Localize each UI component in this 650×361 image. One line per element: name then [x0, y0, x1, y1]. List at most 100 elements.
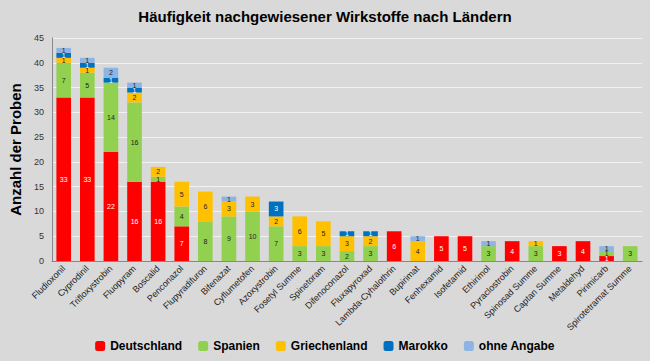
svg-text:4: 4	[510, 248, 514, 255]
svg-text:Deutschland: Deutschland	[110, 339, 182, 353]
svg-text:40: 40	[34, 58, 44, 68]
svg-text:3: 3	[227, 205, 231, 212]
svg-text:5: 5	[180, 191, 184, 198]
svg-text:1: 1	[534, 240, 538, 247]
svg-text:8: 8	[203, 238, 207, 245]
svg-text:Pyraclostrobin: Pyraclostrobin	[468, 263, 516, 311]
svg-text:Häufigkeit nachgewiesener Wirk: Häufigkeit nachgewiesener Wirkstoffe nac…	[138, 8, 511, 25]
svg-text:4: 4	[581, 248, 585, 255]
svg-text:Pirimicarb: Pirimicarb	[574, 263, 611, 299]
svg-text:Difenoconazol: Difenoconazol	[303, 263, 351, 311]
svg-text:22: 22	[107, 203, 115, 210]
svg-text:Bifenazat: Bifenazat	[198, 263, 233, 297]
svg-text:3: 3	[369, 250, 373, 257]
svg-text:1: 1	[85, 57, 89, 64]
svg-text:Trifloxystrobin: Trifloxystrobin	[68, 263, 115, 310]
svg-text:6: 6	[392, 243, 396, 250]
svg-text:35: 35	[34, 83, 44, 93]
svg-text:3: 3	[534, 250, 538, 257]
svg-text:Fosetyl Summe: Fosetyl Summe	[252, 263, 304, 315]
svg-text:Spinosad Summe: Spinosad Summe	[482, 263, 540, 321]
svg-text:Cyflumetofen: Cyflumetofen	[211, 263, 257, 308]
svg-text:1: 1	[85, 66, 90, 74]
svg-text:Lambda-Cyhalothrin: Lambda-Cyhalothrin	[333, 263, 397, 327]
svg-text:Fluxapyroxad: Fluxapyroxad	[328, 263, 375, 309]
svg-text:20: 20	[34, 157, 44, 167]
svg-text:Ethirimol: Ethirimol	[460, 263, 493, 296]
svg-text:2: 2	[369, 238, 373, 245]
svg-text:5: 5	[439, 245, 443, 252]
svg-text:3: 3	[274, 205, 278, 212]
svg-text:Spanien: Spanien	[213, 339, 260, 353]
svg-text:1: 1	[604, 250, 609, 258]
svg-text:16: 16	[154, 218, 162, 225]
svg-text:16: 16	[131, 218, 139, 225]
svg-text:16: 16	[131, 139, 139, 146]
svg-text:45: 45	[34, 33, 44, 43]
svg-text:33: 33	[60, 176, 68, 183]
svg-text:Cyprodinil: Cyprodinil	[55, 263, 91, 299]
svg-text:3: 3	[251, 201, 255, 208]
svg-text:Metaldehyd: Metaldehyd	[546, 263, 587, 304]
svg-text:6: 6	[298, 228, 302, 235]
svg-text:Marokko: Marokko	[399, 339, 448, 353]
svg-text:3: 3	[557, 250, 561, 257]
svg-text:33: 33	[83, 176, 91, 183]
svg-text:1: 1	[605, 245, 609, 252]
svg-text:Spinetoram: Spinetoram	[287, 263, 327, 303]
svg-text:5: 5	[39, 231, 44, 241]
svg-text:1: 1	[133, 82, 137, 89]
svg-text:10: 10	[249, 233, 257, 240]
svg-text:Azoxystrobin: Azoxystrobin	[236, 263, 280, 307]
svg-text:3: 3	[345, 240, 349, 247]
svg-text:Griechenland: Griechenland	[291, 339, 368, 353]
svg-text:7: 7	[180, 240, 184, 247]
svg-text:5: 5	[85, 82, 89, 89]
svg-text:Bupirimat: Bupirimat	[387, 263, 422, 298]
svg-text:1: 1	[62, 47, 66, 54]
svg-text:6: 6	[203, 203, 207, 210]
svg-text:1: 1	[345, 230, 349, 237]
svg-text:2: 2	[345, 253, 349, 260]
svg-text:3: 3	[487, 250, 491, 257]
svg-text:5: 5	[463, 245, 467, 252]
svg-text:9: 9	[227, 235, 231, 242]
svg-text:7: 7	[274, 240, 278, 247]
svg-text:Fenhexamid: Fenhexamid	[402, 263, 445, 306]
svg-text:1: 1	[369, 230, 373, 237]
svg-text:25: 25	[34, 132, 44, 142]
svg-text:Boscalid: Boscalid	[130, 263, 162, 295]
svg-text:5: 5	[321, 230, 325, 237]
svg-text:1: 1	[416, 235, 420, 242]
svg-text:1: 1	[487, 240, 491, 247]
svg-text:2: 2	[109, 69, 113, 76]
svg-text:2: 2	[274, 218, 278, 225]
svg-text:2: 2	[156, 168, 160, 175]
svg-text:Flupyradifuron: Flupyradifuron	[161, 263, 209, 312]
svg-text:10: 10	[34, 206, 44, 216]
svg-text:15: 15	[34, 182, 44, 192]
svg-text:3: 3	[628, 250, 632, 257]
svg-text:4: 4	[180, 213, 184, 220]
svg-text:Isofetamid: Isofetamid	[432, 263, 468, 299]
svg-text:1: 1	[604, 255, 609, 262]
svg-text:Penconazol: Penconazol	[145, 263, 186, 304]
svg-text:1: 1	[156, 176, 160, 183]
svg-text:0: 0	[39, 256, 44, 266]
svg-text:2: 2	[133, 94, 137, 101]
svg-text:14: 14	[107, 114, 115, 121]
svg-text:1: 1	[227, 196, 231, 203]
svg-text:1: 1	[61, 56, 66, 64]
svg-text:Captan Summe: Captan Summe	[511, 263, 563, 315]
svg-text:3: 3	[298, 250, 302, 257]
svg-text:3: 3	[321, 250, 325, 257]
svg-text:Spirotetramat Summe: Spirotetramat Summe	[565, 263, 634, 332]
svg-text:4: 4	[416, 248, 420, 255]
svg-text:1: 1	[109, 77, 113, 84]
svg-text:ohne Angabe: ohne Angabe	[479, 339, 555, 353]
svg-text:Anzahl der Proben: Anzahl der Proben	[7, 83, 24, 216]
svg-text:7: 7	[62, 77, 66, 84]
svg-text:30: 30	[34, 107, 44, 117]
svg-text:Fluopyram: Fluopyram	[101, 263, 138, 300]
svg-text:Fludioxonil: Fludioxonil	[29, 263, 68, 301]
